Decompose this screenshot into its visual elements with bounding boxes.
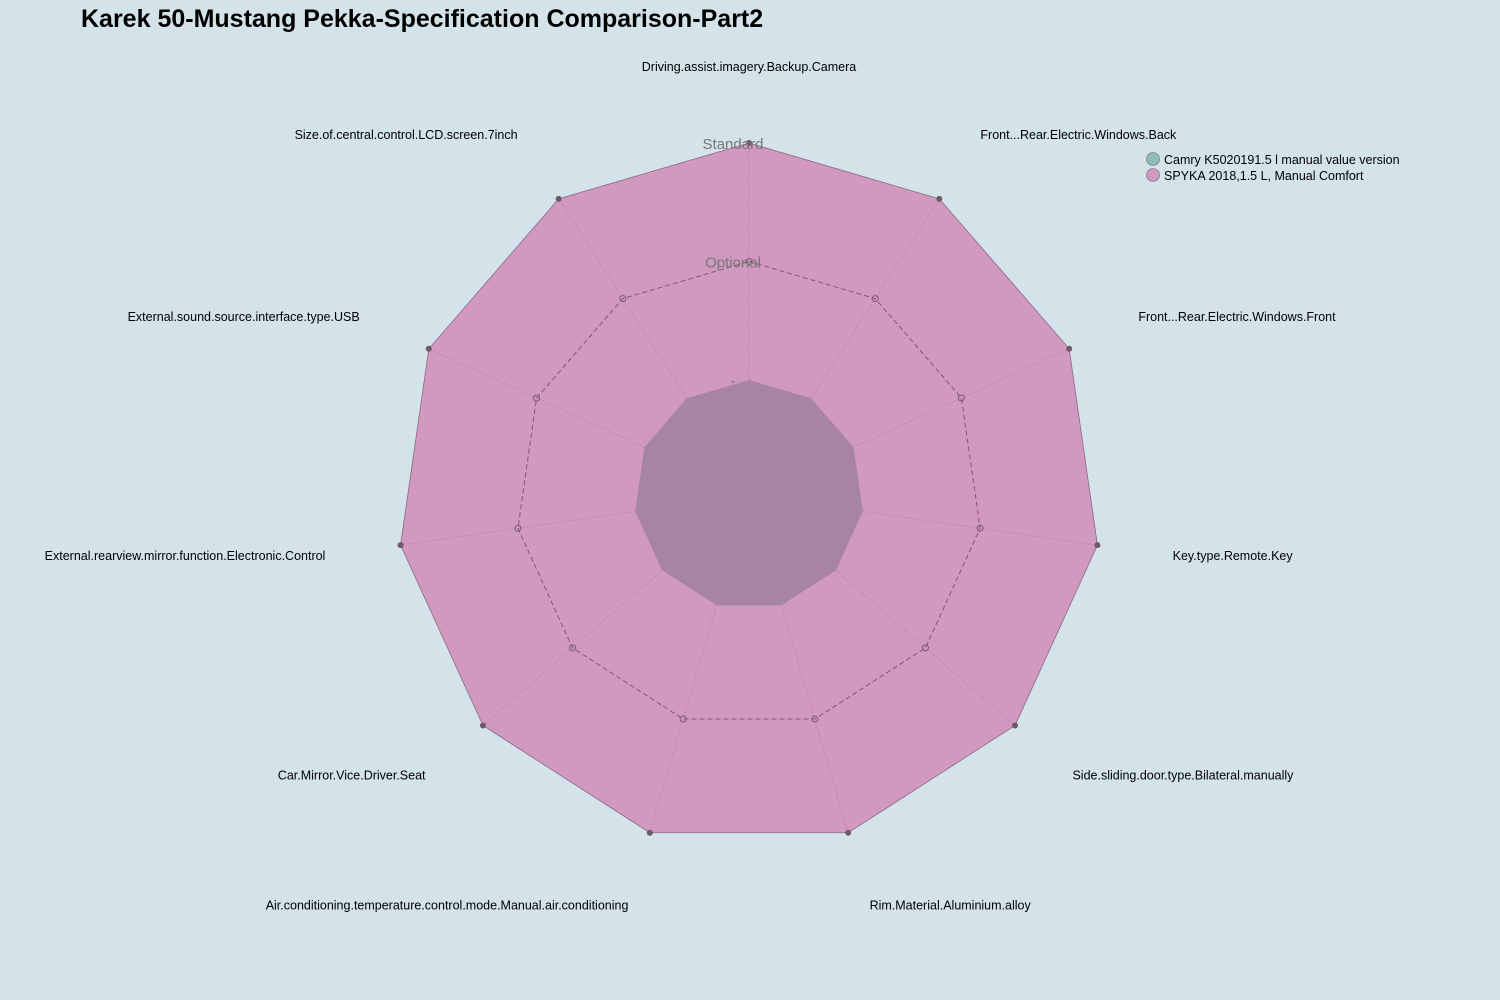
- series-area-overlay: [635, 380, 863, 606]
- spoke-line: [780, 605, 849, 833]
- grid-ring-optional: [517, 260, 981, 720]
- spoke-line: [853, 348, 1070, 448]
- data-point: [936, 195, 943, 202]
- spoke-line: [482, 569, 663, 726]
- data-point: [1012, 722, 1019, 729]
- legend-label: Camry K5020191.5 l manual value version: [1164, 153, 1400, 167]
- vertex-point-layer: [397, 140, 1101, 836]
- series-fill-layer: [400, 142, 1098, 834]
- grid-ring-marker: [921, 644, 929, 652]
- grid-ring-marker: [569, 644, 577, 652]
- axis-label: Rim.Material.Aluminium.alloy: [870, 899, 1032, 913]
- data-point: [1094, 542, 1101, 549]
- axis-label-layer: Driving.assist.imagery.Backup.Camera Fron…: [45, 60, 1336, 913]
- grid-ring-marker: [745, 258, 753, 265]
- grid-ring-marker: [514, 524, 522, 532]
- axis-label: Car.Mirror.Vice.Driver.Seat: [278, 768, 426, 782]
- data-point: [479, 722, 486, 729]
- spoke-line: [810, 198, 940, 399]
- grid-ring-marker: [811, 715, 819, 723]
- spoke-line: [649, 605, 718, 833]
- spoke-line: [835, 569, 1016, 726]
- axis-label: External.rearview.mirror.function.Electr…: [45, 549, 326, 563]
- level-label: -: [731, 373, 736, 390]
- axis-label: Air.conditioning.temperature.control.mod…: [266, 899, 629, 913]
- level-label: Optional: [705, 255, 761, 272]
- legend-swatch: [1146, 168, 1160, 182]
- data-point: [746, 140, 752, 146]
- data-point: [1066, 345, 1073, 352]
- axis-label: Key.type.Remote.Key: [1173, 549, 1294, 563]
- level-label-layer: - Optional Standard: [703, 136, 764, 390]
- legend: Camry K5020191.5 l manual value version S…: [1146, 152, 1400, 183]
- grid-layer: [400, 143, 1098, 833]
- axis-label: Front...Rear.Electric.Windows.Front: [1138, 310, 1336, 324]
- data-point: [555, 195, 562, 202]
- axis-label: Side.sliding.door.type.Bilateral.manuall…: [1072, 768, 1294, 782]
- legend-label: SPYKA 2018,1.5 L, Manual Comfort: [1164, 169, 1364, 183]
- grid-ring-marker: [976, 524, 984, 532]
- grid-ring-marker: [619, 295, 627, 303]
- level-label: Standard: [703, 136, 764, 153]
- grid-ring-marker: [957, 394, 965, 402]
- grid-ring-marker: [871, 295, 879, 303]
- data-point: [646, 829, 653, 836]
- grid-ring-marker: [679, 715, 687, 723]
- axis-label: External.sound.source.interface.type.USB: [128, 310, 360, 324]
- spoke-line: [558, 198, 688, 399]
- spoke-line: [428, 348, 645, 448]
- data-point: [425, 345, 432, 352]
- spoke-line: [400, 510, 636, 546]
- data-point: [845, 829, 852, 836]
- legend-swatch: [1146, 152, 1160, 166]
- axis-label: Size.of.central.control.LCD.screen.7inch: [295, 128, 518, 142]
- grid-ring-marker: [533, 394, 541, 402]
- axis-label: Front...Rear.Electric.Windows.Back: [980, 128, 1177, 142]
- spoke-line: [862, 510, 1098, 546]
- axis-label: Driving.assist.imagery.Backup.Camera: [642, 60, 856, 74]
- chart-title: Karek 50-Mustang Pekka-Specification Com…: [81, 5, 764, 33]
- data-point: [397, 542, 404, 549]
